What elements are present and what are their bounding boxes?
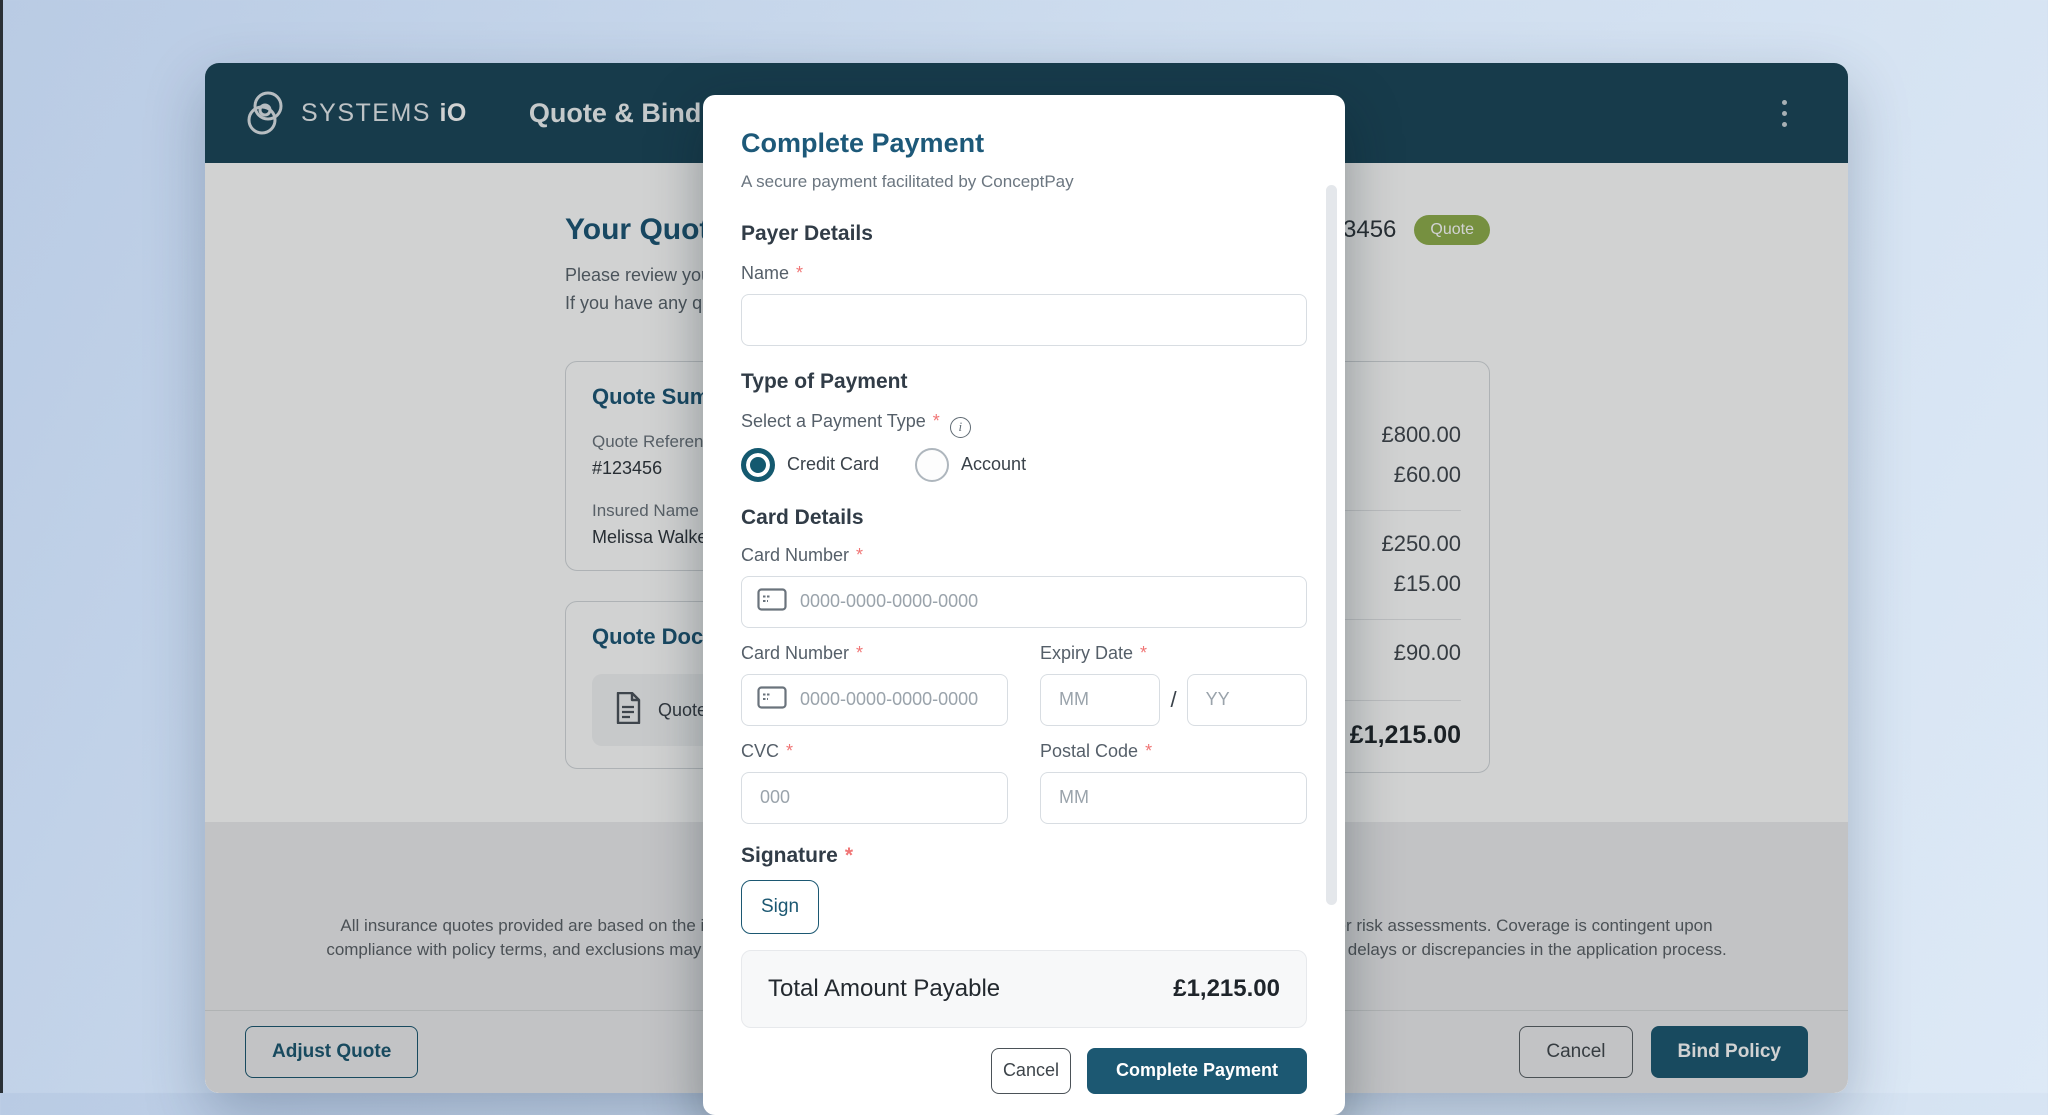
price-amount: £800.00 [1381, 422, 1461, 447]
card-number-label-2: Card Number * [741, 642, 864, 663]
required-asterisk: * [1140, 642, 1148, 663]
modal-title: Complete Payment [741, 128, 985, 158]
price-total-amount: £1,215.00 [1349, 721, 1461, 749]
systems-io-logo-icon [245, 90, 287, 136]
document-icon [614, 691, 642, 729]
modal-subtitle: A secure payment facilitated by ConceptP… [741, 172, 1074, 191]
quote-reference-label: Quote Reference [592, 432, 722, 451]
name-input[interactable] [741, 294, 1307, 346]
radio-credit-card-label: Credit Card [787, 454, 880, 474]
expiry-month-input[interactable] [1040, 673, 1161, 726]
credit-card-icon [757, 587, 787, 616]
select-payment-type-label: Select a Payment Type * i [741, 410, 1307, 438]
radio-account[interactable]: Account [915, 447, 1027, 482]
page-footer: Adjust Quote Cancel Bind Policy [205, 1010, 1848, 1093]
required-asterisk: * [856, 642, 864, 663]
complete-payment-modal: Complete Payment A secure payment facili… [703, 95, 1345, 1115]
name-label: Name * [741, 263, 804, 283]
required-asterisk: * [932, 411, 940, 431]
cvc-label: CVC * [741, 740, 794, 761]
price-amount: £90.00 [1393, 640, 1461, 665]
brand-logo: SYSTEMS iO [245, 90, 467, 136]
price-amount: £250.00 [1381, 531, 1461, 556]
credit-card-icon [757, 685, 787, 714]
required-asterisk: * [796, 263, 804, 283]
bind-policy-button[interactable]: Bind Policy [1650, 1026, 1808, 1078]
required-asterisk: * [786, 740, 794, 761]
cvc-input[interactable] [741, 771, 1008, 824]
expiry-date-label: Expiry Date * [1040, 642, 1148, 663]
radio-credit-card[interactable]: Credit Card [741, 447, 880, 482]
price-amount: £15.00 [1393, 571, 1461, 596]
sign-button[interactable]: Sign [741, 879, 819, 934]
signature-heading: Signature * [741, 843, 854, 867]
radio-unselected-icon [915, 447, 950, 482]
modal-cancel-button[interactable]: Cancel [990, 1047, 1071, 1094]
kebab-menu-icon[interactable] [1764, 93, 1804, 133]
card-number-input[interactable] [741, 575, 1307, 628]
payer-details-heading: Payer Details [741, 222, 873, 245]
logo-text: SYSTEMS iO [301, 98, 467, 127]
quote-reference-value: #123456 [592, 458, 663, 478]
expiry-year-input[interactable] [1186, 673, 1307, 726]
radio-selected-icon [741, 447, 775, 482]
info-icon[interactable]: i [949, 416, 971, 438]
insured-name-label: Insured Name [592, 501, 699, 520]
screen-left-edge [0, 0, 3, 1093]
app-title: Quote & Bind [528, 97, 702, 128]
expiry-separator: / [1170, 686, 1177, 712]
complete-payment-button[interactable]: Complete Payment [1086, 1047, 1307, 1094]
card-details-heading: Card Details [741, 505, 864, 529]
total-amount-label: Total Amount Payable [768, 974, 1001, 1002]
radio-account-label: Account [961, 454, 1027, 474]
card-number-label: Card Number * [741, 544, 864, 565]
required-asterisk: * [856, 544, 864, 565]
postal-code-input[interactable] [1040, 771, 1307, 824]
status-badge: Quote [1414, 215, 1490, 245]
postal-code-label: Postal Code * [1040, 740, 1153, 761]
required-asterisk: * [1145, 740, 1153, 761]
type-of-payment-heading: Type of Payment [741, 370, 908, 393]
required-asterisk: * [844, 843, 854, 867]
price-amount: £60.00 [1393, 462, 1461, 487]
page-cancel-button[interactable]: Cancel [1519, 1026, 1633, 1078]
adjust-quote-button[interactable]: Adjust Quote [245, 1026, 419, 1078]
total-amount-box: Total Amount Payable £1,215.00 [741, 949, 1307, 1028]
modal-scrollbar[interactable] [1326, 185, 1337, 905]
total-amount-value: £1,215.00 [1173, 974, 1280, 1002]
insured-name-value: Melissa Walker [592, 527, 714, 547]
